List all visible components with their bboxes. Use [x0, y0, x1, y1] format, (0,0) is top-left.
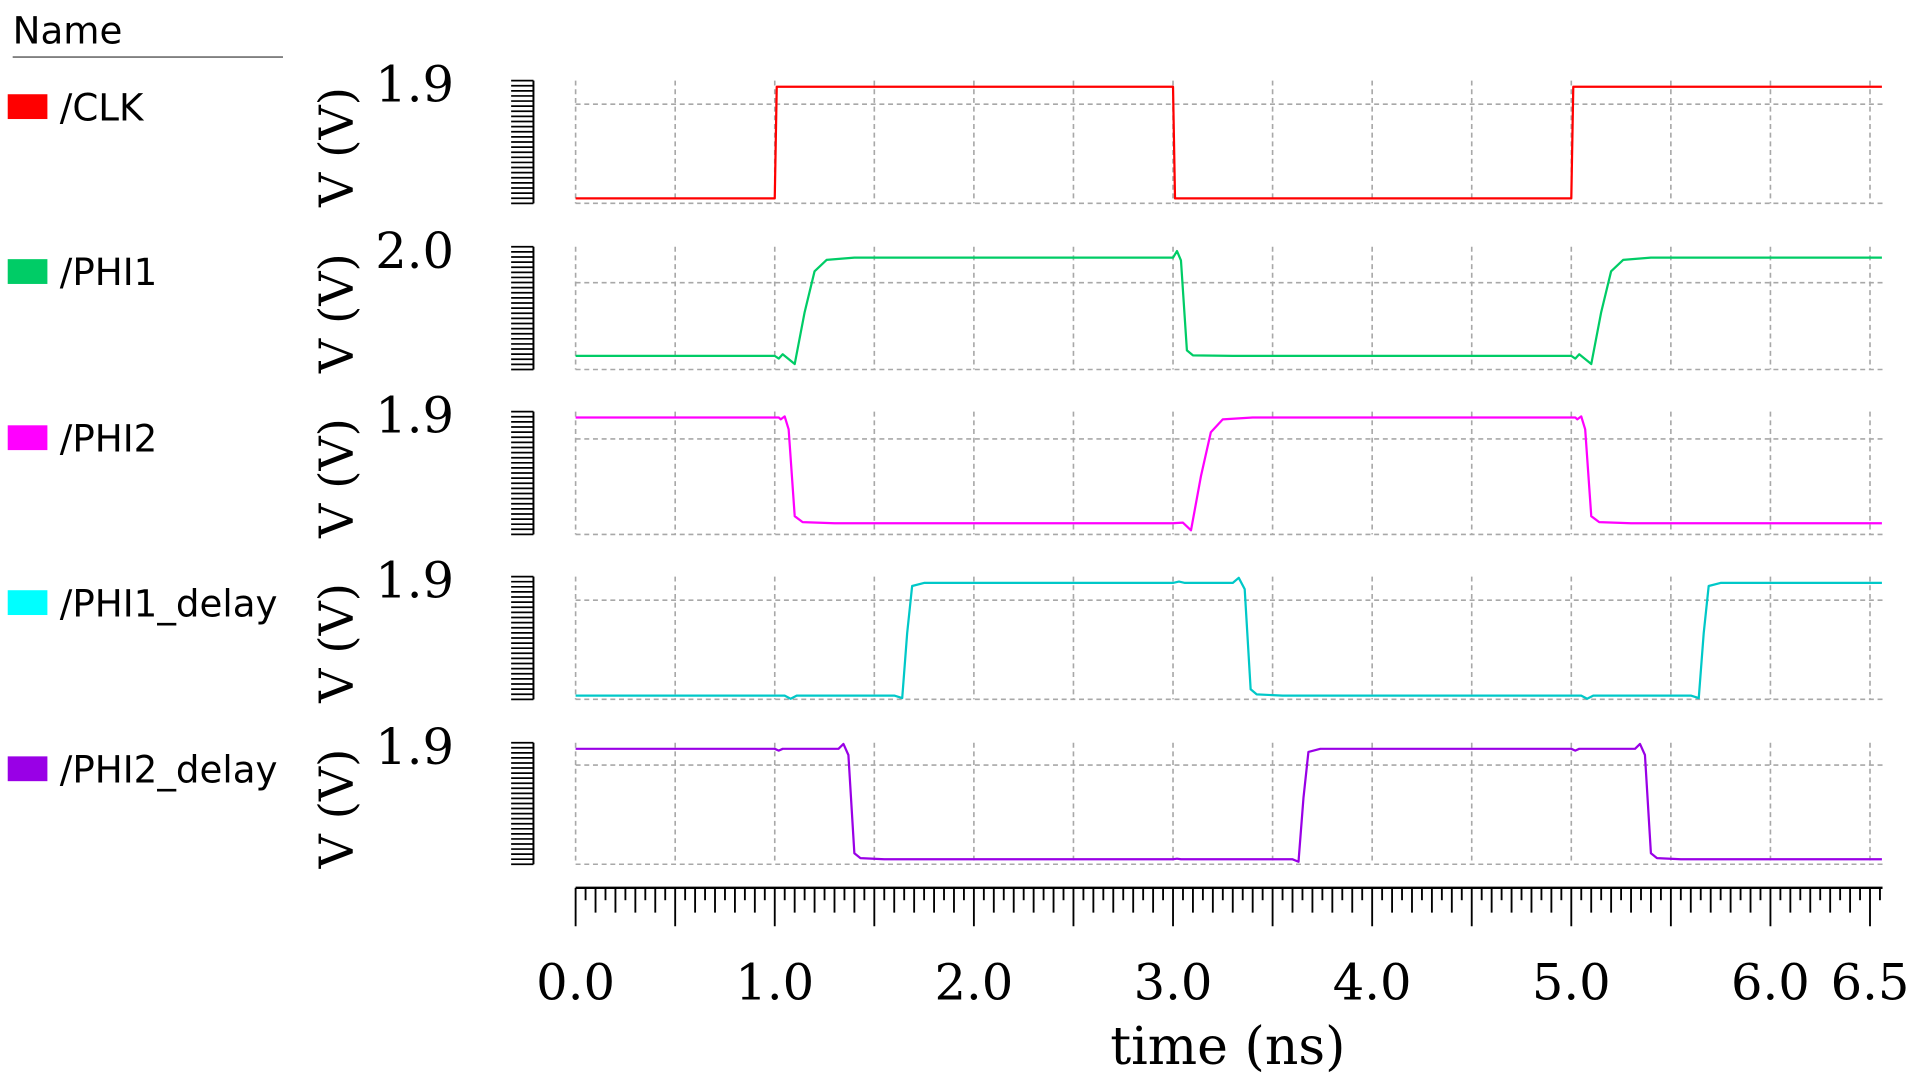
x-tick-label: 3.0	[1134, 953, 1213, 1011]
x-axis-label: time (ns)	[1110, 1017, 1345, 1077]
grid	[574, 246, 1883, 371]
y-axis-label: V (V)	[309, 87, 364, 208]
y-axis-ruler	[511, 410, 535, 536]
legend-label: /PHI2	[60, 416, 158, 460]
y-axis-label: V (V)	[309, 749, 364, 870]
y-axis-label: V (V)	[309, 418, 364, 539]
grid	[574, 80, 1883, 205]
signal-panel: V (V)2.0	[309, 222, 1883, 374]
y-top-tick-label: 1.9	[375, 718, 454, 776]
legend-item: /PHI1	[7, 250, 158, 294]
legend-item: /PHI2	[7, 416, 158, 460]
signal-trace	[575, 415, 1882, 532]
x-tick-label: 6.5	[1831, 953, 1910, 1011]
legend-swatch	[7, 425, 48, 451]
x-tick-label: 0.0	[536, 953, 615, 1011]
legend-item: /PHI2_delay	[7, 747, 278, 791]
x-tick-label: 6.0	[1731, 953, 1810, 1011]
signal-trace	[575, 742, 1882, 863]
grid	[574, 411, 1883, 536]
legend-item: /CLK	[7, 85, 145, 129]
y-top-tick-label: 1.9	[375, 387, 454, 445]
x-tick-label: 5.0	[1532, 953, 1611, 1011]
y-axis-label: V (V)	[309, 253, 364, 374]
y-axis-ruler	[511, 741, 535, 866]
signal-panel: V (V)1.9	[309, 552, 1883, 704]
signal-panel: V (V)1.9	[309, 387, 1883, 539]
legend-label: /PHI1_delay	[60, 581, 278, 625]
y-axis-ruler	[511, 245, 535, 371]
legend: Name /CLK/PHI1/PHI2/PHI1_delay/PHI2_dela…	[7, 8, 283, 791]
grid	[574, 742, 1883, 866]
x-axis: 0.0 1.0 2.0 3.0 4.0 5.0 6.0 6.5	[536, 886, 1910, 1011]
y-top-tick-label: 1.9	[375, 552, 454, 610]
y-axis-ruler	[511, 575, 535, 701]
x-tick-label: 4.0	[1333, 953, 1412, 1011]
signal-panel: V (V)1.9	[309, 718, 1883, 870]
legend-swatch	[7, 94, 48, 120]
signal-panel: V (V)1.9	[309, 56, 1883, 208]
legend-label: /PHI1	[60, 250, 158, 294]
grid	[574, 576, 1883, 701]
y-axis-label: V (V)	[309, 583, 364, 704]
legend-item: /PHI1_delay	[7, 581, 278, 625]
signal-trace	[575, 85, 1882, 200]
legend-swatch	[7, 259, 48, 284]
x-tick-label: 2.0	[934, 953, 1013, 1011]
y-top-tick-label: 2.0	[375, 222, 454, 280]
signal-trace	[575, 576, 1882, 700]
y-top-tick-label: 1.9	[375, 56, 454, 114]
legend-header: Name	[13, 8, 123, 52]
y-axis-ruler	[511, 79, 535, 205]
signal-trace	[575, 249, 1882, 366]
legend-swatch	[7, 590, 48, 616]
legend-swatch	[7, 756, 48, 782]
x-tick-label: 1.0	[735, 953, 814, 1011]
legend-label: /PHI2_delay	[60, 747, 278, 791]
legend-label: /CLK	[60, 85, 145, 129]
